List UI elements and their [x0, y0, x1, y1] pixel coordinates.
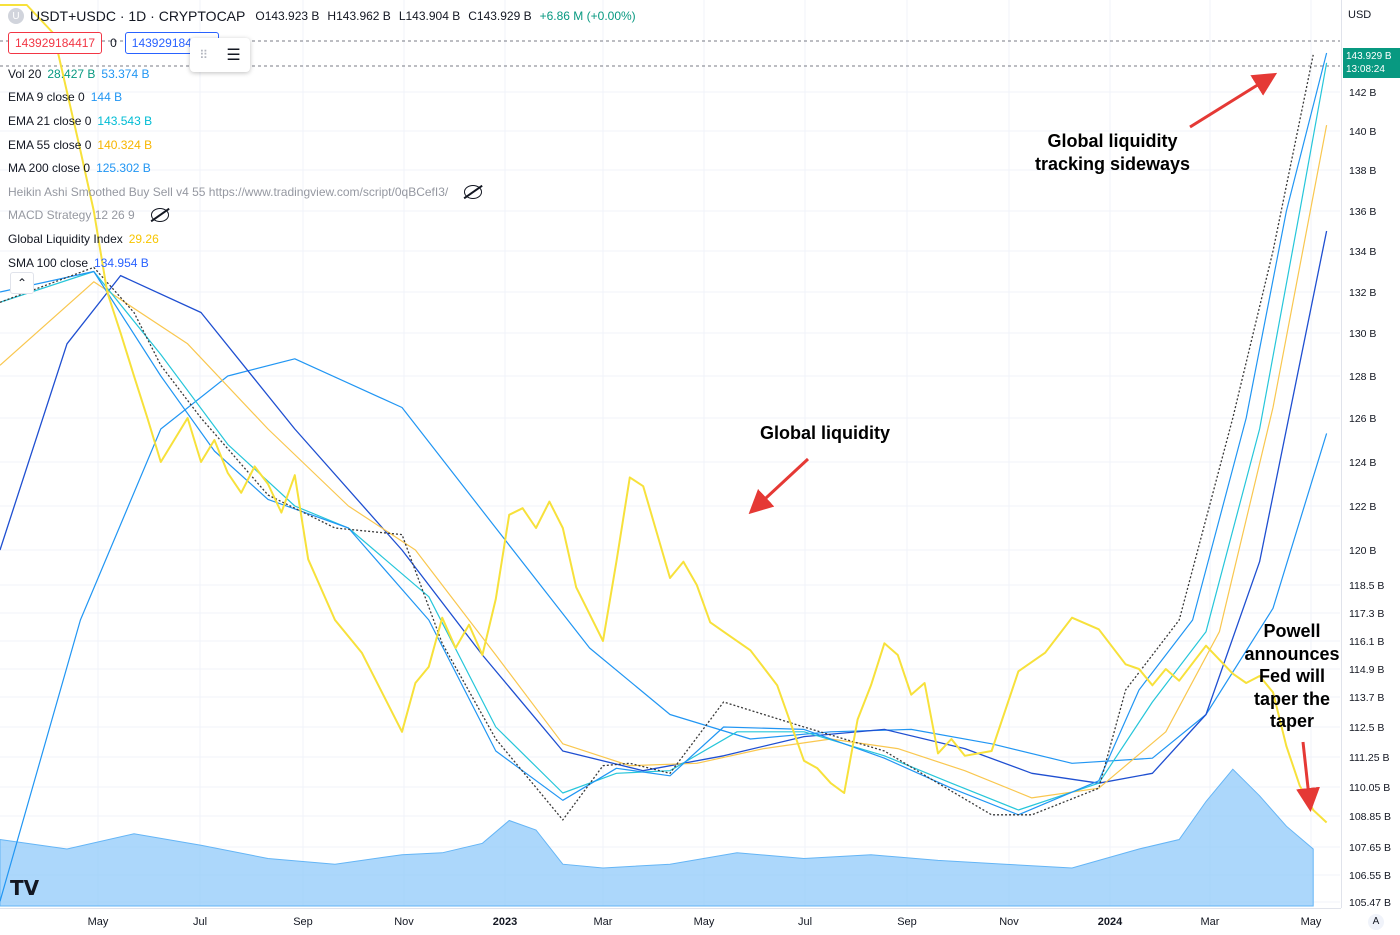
legend-name: Vol 20 — [8, 66, 42, 81]
ohlc-low: L143.904 B — [398, 9, 461, 23]
legend-name: EMA 55 close 0 — [8, 137, 92, 152]
arrow-powell — [1296, 741, 1320, 812]
annotation-arrows — [748, 72, 1320, 812]
eye-off-icon[interactable] — [464, 184, 483, 199]
menu-icon[interactable]: ☰ — [226, 47, 241, 64]
legend-row-5[interactable]: Heikin Ashi Smoothed Buy Sell v4 55 http… — [8, 180, 483, 204]
bar-countdown: 13:08:24 — [1346, 64, 1385, 75]
symbol-icon: U — [8, 8, 24, 24]
last-price-value: 143.929 B — [1346, 51, 1392, 62]
tradingview-logo[interactable]: TV — [10, 876, 40, 900]
ohlc-close: C143.929 B — [468, 9, 532, 23]
volume-area — [0, 768, 1314, 907]
indicator-legend: Vol 20 28.427 B 53.374 B EMA 9 close 0 144 B… — [8, 62, 483, 275]
symbol-title[interactable]: USDT+USDC · 1D · CRYPTOCAP — [30, 8, 246, 24]
legend-name: Global Liquidity Index — [8, 231, 123, 246]
legend-row-7[interactable]: Global Liquidity Index 29.26 — [8, 227, 482, 251]
time-axis[interactable] — [0, 908, 1341, 935]
arrow-sideways — [1189, 72, 1278, 129]
currency-label[interactable]: USD — [1348, 9, 1372, 21]
price-axis[interactable] — [1341, 0, 1400, 908]
annotation-powell: Powell announces Fed will taper the tape… — [1244, 621, 1340, 731]
series-line-ema-55-close-0 — [0, 124, 1328, 799]
legend-value: 53.374 B — [101, 66, 150, 81]
legend-value: 143.543 B — [97, 113, 153, 128]
price-change: +6.86 M (+0.00%) — [539, 9, 636, 23]
sell-button[interactable]: 143929184417 — [8, 32, 103, 54]
arrow-global-liquidity — [748, 457, 810, 515]
drag-handle-icon[interactable]: ⠿ — [199, 48, 208, 62]
legend-row-3[interactable]: EMA 55 close 0 140.324 B — [8, 133, 482, 157]
legend-row-1[interactable]: EMA 9 close 0 144 B — [8, 86, 482, 110]
legend-name: Heikin Ashi Smoothed Buy Sell v4 55 http… — [8, 184, 449, 199]
collapse-legend-button[interactable]: ⌃ — [10, 272, 34, 294]
legend-name: MA 200 close 0 — [8, 161, 91, 176]
chart-header: U USDT+USDC · 1D · CRYPTOCAP O143.923 B … — [8, 6, 636, 26]
series-line-global-liquidity-index — [0, 4, 1328, 824]
last-price-tag: 143.929 B 13:08:24 — [1343, 48, 1400, 78]
legend-row-6[interactable]: MACD Strategy 12 26 9 — [8, 204, 482, 228]
legend-value: 144 B — [90, 90, 123, 105]
legend-name: MACD Strategy 12 26 9 — [8, 208, 135, 223]
legend-value: 140.324 B — [97, 137, 153, 152]
legend-value: 28.427 B — [47, 66, 96, 81]
ohlc-open: O143.923 B — [255, 9, 320, 23]
legend-name: SMA 100 close — [8, 255, 89, 270]
floating-toolbar[interactable]: ⠿ ☰ — [190, 38, 250, 72]
eye-off-icon[interactable] — [150, 208, 169, 223]
volume-ma-area — [0, 768, 1314, 907]
spread-value: 0 — [110, 36, 117, 50]
annotation-global-liquidity: Global liquidity — [760, 423, 890, 443]
series-line-sma-100-close — [0, 230, 1328, 784]
legend-row-4[interactable]: MA 200 close 0 125.302 B — [8, 156, 482, 180]
legend-name: EMA 9 close 0 — [8, 90, 85, 105]
legend-value: 29.26 — [128, 231, 159, 246]
legend-name: EMA 21 close 0 — [8, 113, 92, 128]
chart-series — [0, 4, 1328, 902]
legend-value: 134.954 B — [94, 255, 149, 270]
series-line-ema-9-close-0 — [0, 52, 1328, 816]
annotation-sideways: Global liquidity tracking sideways — [1034, 131, 1191, 174]
ohlc-high: H143.962 B — [327, 9, 391, 23]
trade-panel: 143929184417 0 143929184417 — [8, 32, 219, 54]
legend-value: 125.302 B — [96, 161, 151, 176]
legend-row-2[interactable]: EMA 21 close 0 143.543 B — [8, 109, 482, 133]
auto-scale-button[interactable]: A — [1368, 914, 1384, 930]
legend-row-8[interactable]: SMA 100 close 134.954 B — [8, 251, 482, 275]
series-line-ma-200-close-0 — [0, 358, 1328, 902]
legend-row-0[interactable]: Vol 20 28.427 B 53.374 B — [8, 62, 482, 86]
